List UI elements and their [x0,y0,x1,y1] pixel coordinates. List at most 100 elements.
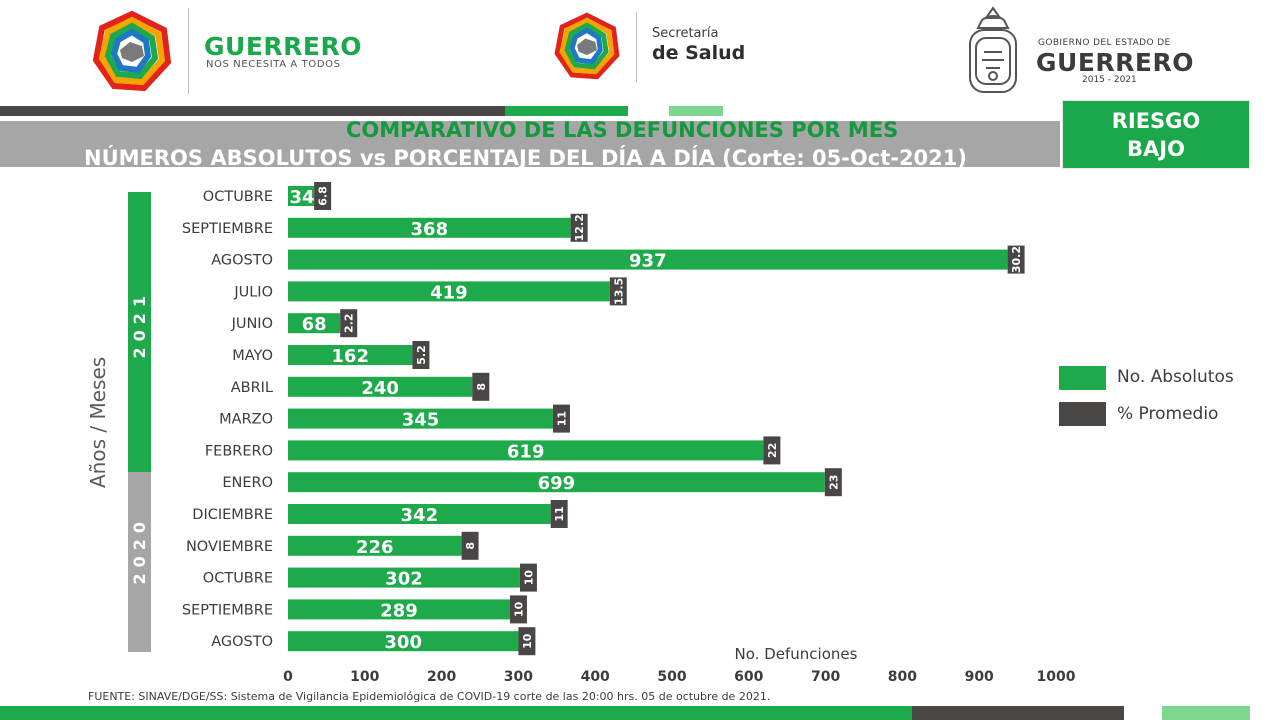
promedio-label: 11 [555,411,568,426]
state-logo-line3: 2015 - 2021 [1082,75,1137,85]
year-group-2020 [128,472,151,652]
state-logo-line2: GUERRERO [1036,48,1194,77]
state-seal-icon [962,4,1024,104]
category-label: SEPTIEMBRE [182,602,273,618]
bar-absolutos [288,631,519,652]
x-tick-label: 900 [965,669,994,685]
header-divider-2 [636,12,637,82]
promedio-label: 2.2 [343,313,356,333]
bar-absolutos [288,376,473,397]
x-tick-label: 0 [283,669,293,685]
category-label: ABRIL [231,380,273,396]
promedio-label: 23 [827,475,840,490]
promedio-label: 13.5 [612,278,625,305]
bar-promedio [472,372,490,401]
bar-value-label: 300 [384,632,422,653]
bar-promedio [340,309,358,338]
bar-value-label: 345 [402,410,440,431]
x-axis-title: No. Defunciones [735,645,858,663]
bar-value-label: 368 [411,219,449,240]
category-label: FEBRERO [205,443,273,459]
category-label: NOVIEMBRE [186,539,273,555]
x-tick-label: 300 [504,669,533,685]
source-note: FUENTE: SINAVE/DGE/SS: Sistema de Vigila… [88,690,771,703]
category-label: MAYO [232,348,273,364]
bar-absolutos [288,599,510,620]
x-tick-label: 400 [581,669,610,685]
bar-value-label: 68 [302,314,327,335]
bar-promedio [550,500,568,528]
bar-value-label: 162 [331,346,369,367]
accent-bar-light [669,106,723,116]
bar-absolutos [288,281,610,302]
bar-promedio [509,595,527,624]
risk-badge-line2: BAJO [1127,137,1185,161]
promedio-label: 5.2 [415,345,428,365]
bar-promedio [824,468,842,497]
bar-value-label: 302 [385,569,423,590]
bar-promedio [570,213,588,242]
category-label: JUNIO [231,316,273,332]
promedio-label: 10 [512,601,525,617]
legend-label-promedio: % Promedio [1117,404,1219,424]
promedio-label: 10 [521,633,534,649]
category-label: SEPTIEMBRE [182,221,273,237]
bar-absolutos [288,472,825,493]
accent-bar-green [505,106,628,116]
category-label: OCTUBRE [203,571,273,587]
guerrero-logo-title: GUERRERO [204,32,362,61]
state-logo-line1: GOBIERNO DEL ESTADO DE [1038,38,1171,48]
footer-bar-dark [912,706,1124,720]
bar-promedio [461,531,479,560]
category-label: MARZO [219,412,273,428]
promedio-label: 11 [553,506,566,521]
x-tick-label: 700 [811,669,840,685]
x-tick-label: 100 [350,669,379,685]
promedio-label: 30.2 [1010,246,1023,273]
year-group-2021 [128,192,151,472]
category-label: OCTUBRE [203,189,273,205]
legend-swatch-absolutos [1059,366,1106,390]
bar-value-label: 342 [401,505,439,526]
category-label: AGOSTO [211,634,273,650]
x-tick-label: 200 [427,669,456,685]
legend-label-absolutos: No. Absolutos [1117,367,1234,387]
risk-badge: RIESGO BAJO [1062,100,1250,169]
bar-absolutos [288,249,1008,270]
promedio-label: 8 [464,542,477,550]
footer-bar-green [0,706,912,720]
salud-logo-line1: Secretaría [652,26,719,41]
bar-promedio [412,341,430,369]
bar-value-label: 619 [507,441,545,462]
promedio-label: 6.8 [317,186,330,206]
promedio-label: 12.2 [573,214,586,241]
bar-value-label: 289 [380,600,418,621]
bar-absolutos [288,504,551,524]
bar-promedio [1007,245,1025,274]
bar-promedio [552,404,570,433]
x-tick-label: 600 [734,669,763,685]
bar-promedio [518,627,536,656]
x-tick-label: 500 [657,669,686,685]
bar-absolutos [288,217,571,238]
promedio-label: 10 [522,570,535,586]
bar-absolutos [288,313,341,334]
bar-absolutos [288,408,553,429]
bar-absolutos [288,567,520,588]
footer-bar-light [1162,706,1250,720]
risk-badge-line1: RIESGO [1111,109,1201,133]
category-label: AGOSTO [211,253,273,269]
chart-title: COMPARATIVO DE LAS DEFUNCIONES POR MES [346,118,899,142]
category-label: JULIO [233,284,273,300]
guerrero-logo-subtitle: NOS NECESITA A TODOS [206,59,341,70]
bar-value-label: 699 [538,473,576,494]
accent-bar-dark [0,106,505,116]
bar-absolutos [288,186,315,206]
salud-logo-line2: de Salud [652,42,746,64]
bar-promedio [763,436,781,465]
legend-swatch-promedio [1059,402,1106,426]
bar-promedio [609,277,627,306]
bar-value-label: 937 [629,251,667,272]
bar-value-label: 240 [361,378,399,399]
